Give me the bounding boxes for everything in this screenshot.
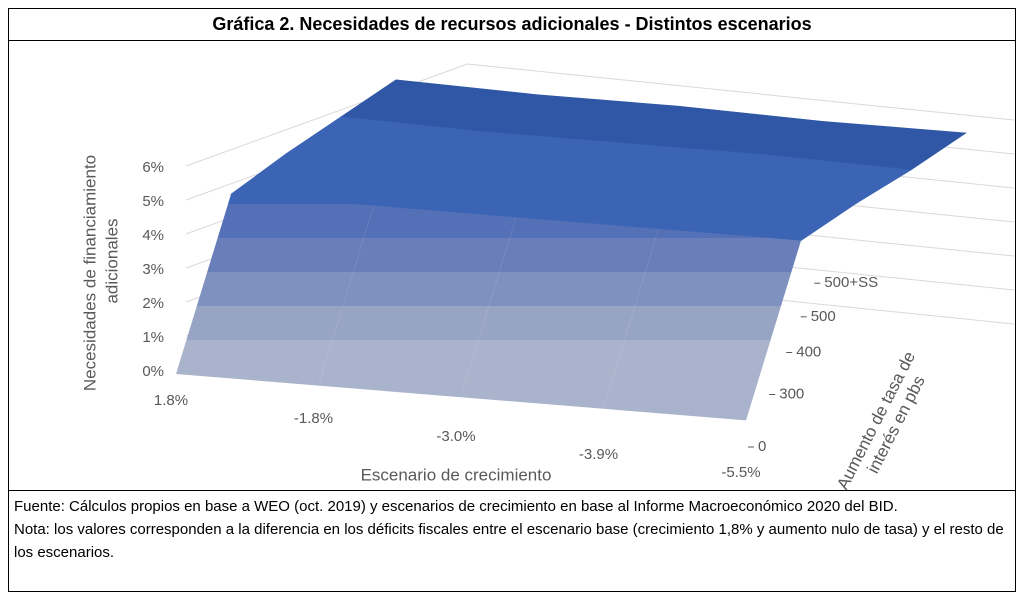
surface-cell: [603, 229, 801, 421]
z-tick-label: 0: [758, 438, 766, 455]
x-tick-label: -1.8%: [294, 410, 333, 427]
surface-cell: [461, 217, 659, 409]
grid-line: [185, 63, 1015, 167]
y-tick-label: 5%: [142, 193, 164, 210]
z-tick-label: 400: [796, 343, 821, 360]
z-tick-label: 500: [811, 308, 836, 325]
y-tick-label: 0%: [142, 363, 164, 380]
z-tick-label: 300: [779, 385, 804, 402]
note: Nota: los valores corresponden a la dife…: [14, 521, 1004, 561]
footer: Fuente: Cálculos propios en base a WEO (…: [9, 490, 1015, 568]
y-tick-label: 3%: [142, 261, 164, 278]
y-tick-label: 6%: [142, 159, 164, 176]
surface-cell: [176, 194, 374, 386]
source: Fuente: Cálculos propios en base a WEO (…: [14, 498, 898, 515]
y-axis-title: adicionales: [102, 218, 121, 303]
surface-cell: [318, 205, 516, 398]
x-tick-label: -5.5%: [721, 464, 760, 481]
x-tick-label: 1.8%: [154, 392, 188, 409]
y-axis-title: Necesidades de financiamiento: [80, 155, 99, 391]
z-tick-label: 500+SS: [824, 274, 878, 291]
chart: 0% 1% 2% 3% 4% 5% 6% 1.8% -1.8% -3.0% -3.9% -5.5% 0 3…: [80, 63, 1015, 490]
figure: Gráfica 2. Necesidades de recursos adici…: [8, 8, 1016, 592]
x-tick-label: -3.9%: [579, 446, 618, 463]
y-tick-label: 1%: [142, 329, 164, 346]
chart-title: Gráfica 2. Necesidades de recursos adici…: [9, 9, 1015, 41]
y-tick-label: 2%: [142, 295, 164, 312]
x-axis-title: Escenario de crecimiento: [361, 465, 552, 484]
y-tick-label: 4%: [142, 227, 164, 244]
x-tick-label: -3.0%: [436, 428, 475, 445]
